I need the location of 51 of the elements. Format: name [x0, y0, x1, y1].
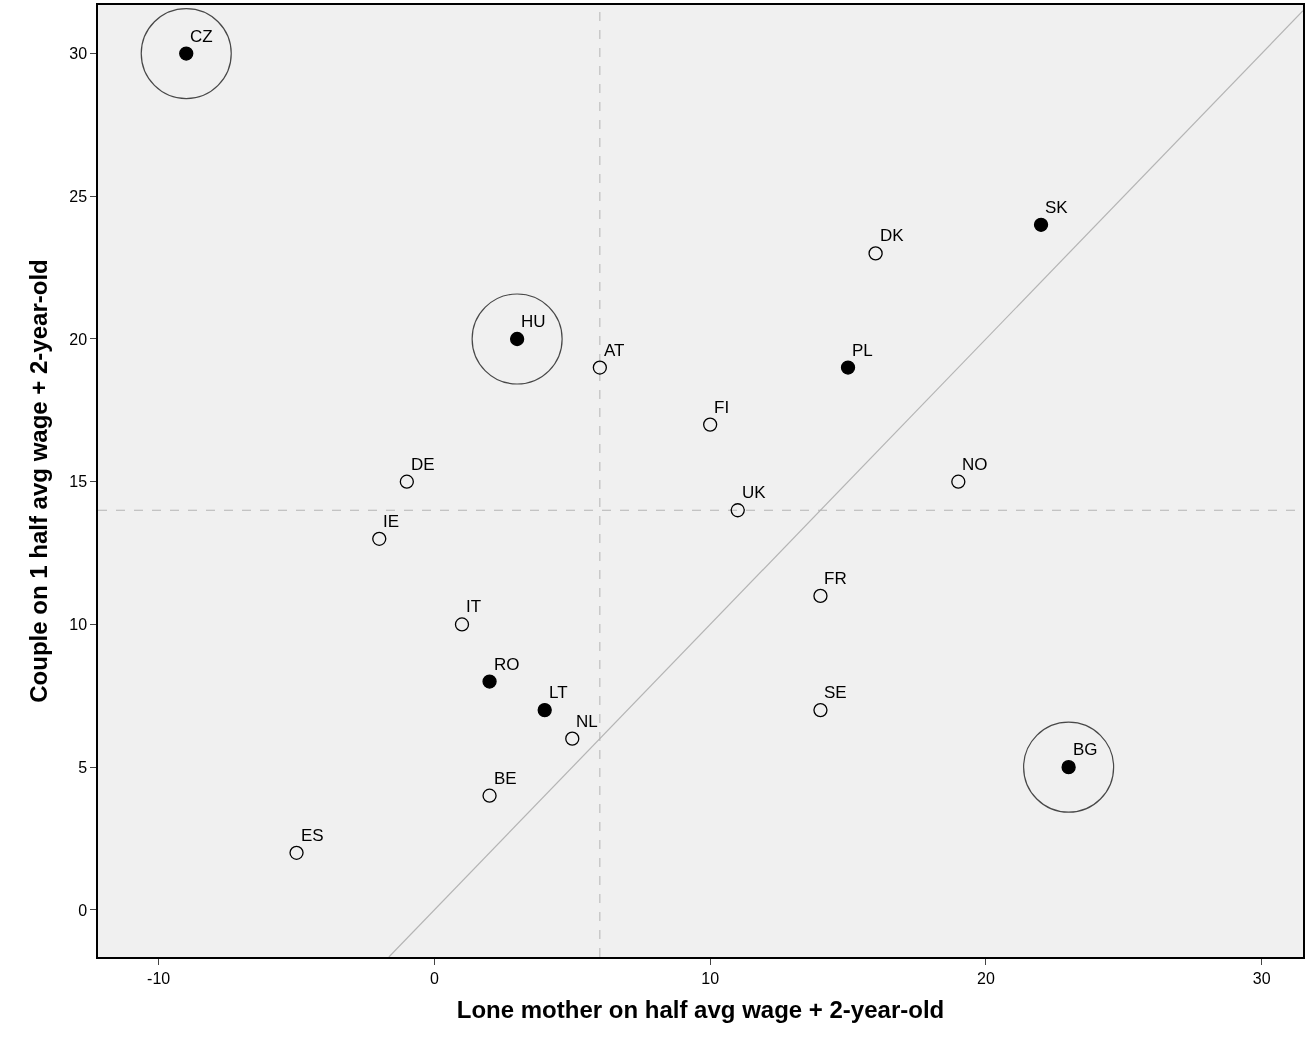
- y-axis-title: Couple on 1 half avg wage + 2-year-old: [24, 259, 52, 703]
- annotation: ES: [301, 826, 324, 845]
- y-tick-label: 30: [69, 45, 88, 63]
- y-tick-label: 10: [69, 616, 88, 634]
- point: [454, 617, 470, 632]
- annotation: IT: [466, 597, 482, 616]
- point: [482, 674, 497, 689]
- x-axis-title: Lone mother on half avg wage + 2-year-old: [456, 995, 945, 1023]
- annotation: AT: [604, 341, 625, 360]
- annotation: DE: [411, 455, 435, 474]
- point: [482, 788, 497, 803]
- annotation: RO: [494, 655, 520, 674]
- y-tick-label: 20: [69, 330, 88, 348]
- point: [565, 731, 580, 746]
- annotation: UK: [742, 483, 767, 502]
- annotation: NL: [576, 712, 598, 731]
- point: [868, 246, 883, 261]
- annotation: BE: [494, 769, 517, 788]
- x-tick-label: 20: [976, 969, 995, 987]
- x-tick-label: 10: [701, 969, 720, 987]
- point: [537, 702, 552, 718]
- annotation: IE: [383, 512, 400, 531]
- y-tick-label: 25: [69, 187, 88, 205]
- annotation: PL: [852, 341, 873, 360]
- y-tick-label: 0: [78, 901, 88, 919]
- annotation: FR: [824, 569, 847, 588]
- annotation: CZ: [190, 27, 213, 46]
- y-tick-label: 15: [69, 473, 88, 491]
- point: [951, 474, 966, 489]
- annotation: BG: [1073, 740, 1098, 759]
- point: [1033, 217, 1049, 232]
- point: [592, 360, 607, 375]
- annotation: DK: [880, 226, 905, 245]
- annotation: SK: [1045, 198, 1069, 217]
- y-tick-label: 5: [78, 758, 88, 776]
- point: [703, 417, 718, 432]
- point: [289, 845, 304, 860]
- x-tick-label: 30: [1252, 969, 1271, 987]
- annotation: SE: [824, 683, 847, 702]
- point: [399, 474, 414, 489]
- x-tick-label: -10: [147, 969, 171, 987]
- point: [372, 531, 387, 546]
- point: [813, 702, 828, 718]
- annotation: LT: [549, 683, 568, 702]
- annotation: FI: [714, 398, 730, 417]
- point: [813, 588, 828, 604]
- annotation: NO: [962, 455, 988, 474]
- annotation: HU: [521, 312, 546, 331]
- point: [730, 503, 745, 518]
- x-tick-label: 0: [429, 969, 439, 987]
- point: [840, 360, 856, 375]
